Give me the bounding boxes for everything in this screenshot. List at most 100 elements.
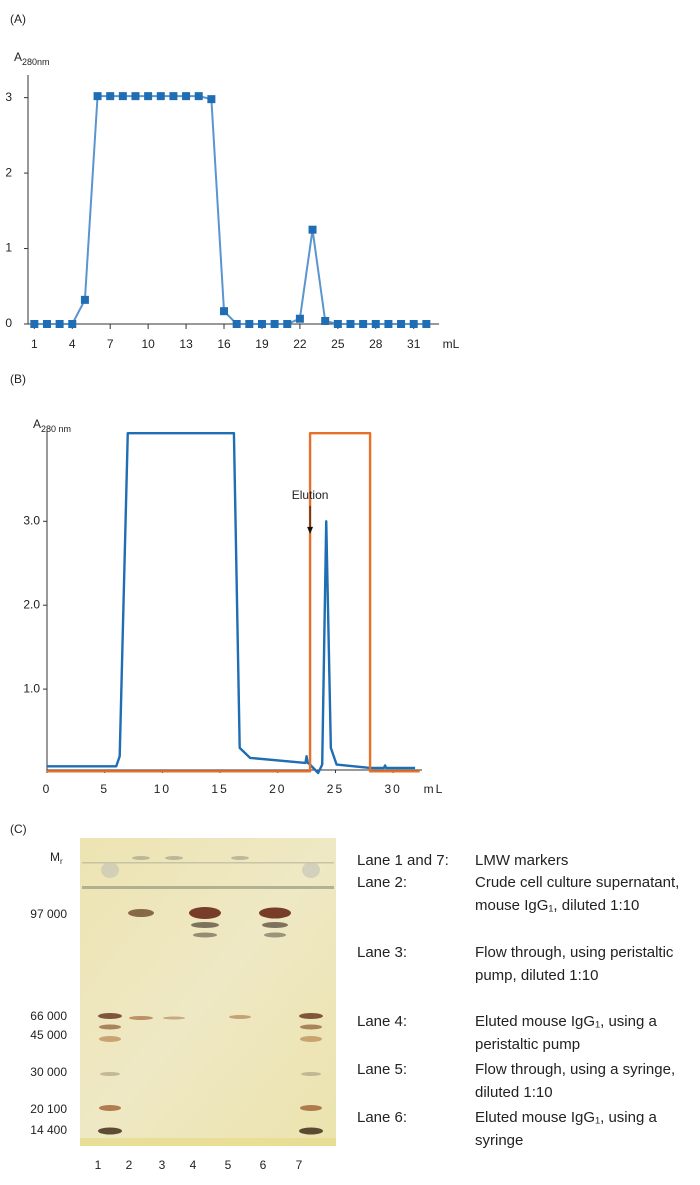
gel-y-label-main: M — [50, 850, 60, 864]
marker — [295, 314, 304, 323]
y-tick-label: 0 — [5, 316, 12, 330]
lane-label: 2 — [126, 1158, 133, 1172]
legend-row: Lane 5: Flow through, using a syringe, di… — [357, 1059, 697, 1104]
gel-band — [299, 1127, 323, 1135]
gel-band — [99, 1105, 121, 1111]
gel-band — [229, 1015, 251, 1019]
legend-lane: Lane 2: — [357, 874, 408, 891]
legend-lane: Lane 3: — [357, 944, 408, 961]
marker — [182, 92, 191, 101]
marker — [409, 320, 418, 328]
marker — [80, 295, 89, 304]
gel-band — [165, 856, 183, 860]
gel-marker-label: 30 000 — [30, 1065, 67, 1079]
y-axis-label-main: A — [14, 50, 22, 64]
marker — [42, 320, 51, 328]
marker — [30, 320, 39, 328]
y-axis-label: A280nm — [14, 50, 50, 67]
panel-label: (C) — [10, 822, 27, 836]
marker — [232, 320, 241, 328]
legend-text: Eluted mouse IgG₁, using a syringe — [475, 1109, 657, 1149]
marker — [245, 320, 254, 328]
marker — [371, 320, 380, 328]
lane-label: 7 — [296, 1158, 303, 1172]
gel-band — [101, 862, 119, 878]
lane-label: 4 — [190, 1158, 197, 1172]
marker — [283, 320, 292, 328]
gel-marker-label: 14 400 — [30, 1123, 67, 1137]
series-line — [34, 95, 427, 325]
gel-band — [262, 922, 288, 928]
marker — [346, 320, 355, 328]
x-tick-label: 22 — [293, 337, 307, 351]
panel-label: (B) — [10, 372, 26, 386]
x-tick-label: 13 — [179, 337, 193, 351]
legend-text: LMW markers — [475, 852, 569, 869]
legend-row: Lane 3: Flow through, using peristaltic p… — [357, 942, 697, 987]
gel-band — [98, 1013, 122, 1019]
x-tick-label: 0 — [43, 782, 52, 796]
x-axis-label: mL — [443, 337, 460, 351]
marker — [207, 95, 216, 104]
y-tick-label: 3 — [5, 90, 12, 104]
panel-label: (A) — [10, 12, 26, 26]
x-tick-label: 10 — [154, 782, 171, 796]
marker — [68, 320, 77, 328]
legend-row: Lane 4: Eluted mouse IgG₁, using a perist… — [357, 1011, 697, 1056]
gel-band — [99, 1036, 121, 1042]
y-axis-label: A280 nm — [33, 417, 71, 434]
gel-band — [132, 856, 150, 860]
marker — [308, 225, 317, 234]
x-tick-label: 25 — [331, 337, 345, 351]
marker — [131, 92, 140, 101]
gel-bottom — [80, 1138, 336, 1146]
lane-label: 6 — [260, 1158, 267, 1172]
gel-marker-label: 97 000 — [30, 907, 67, 921]
gel-line — [82, 886, 334, 889]
gel-marker-label: 20 100 — [30, 1102, 67, 1116]
x-tick-label: 4 — [69, 337, 76, 351]
legend-row: Lane 2: Crude cell culture supernatant, m… — [357, 872, 697, 917]
marker — [106, 92, 115, 101]
y-axis-label-sub: 280 nm — [41, 424, 71, 434]
gel-band — [191, 922, 219, 928]
x-tick-label: 10 — [141, 337, 155, 351]
marker — [194, 92, 203, 101]
marker — [257, 320, 266, 328]
marker — [333, 320, 342, 328]
gel-y-label-sub: r — [60, 857, 63, 866]
x-tick-label: 5 — [100, 782, 109, 796]
y-tick-label: 2 — [5, 165, 12, 179]
x-tick-label: 16 — [217, 337, 231, 351]
lane-label: 1 — [95, 1158, 102, 1172]
marker — [93, 92, 102, 101]
x-tick-label: 30 — [384, 782, 401, 796]
y-axis-label-sub: 280nm — [22, 57, 50, 67]
annotation: Elution — [292, 488, 329, 502]
gel-band — [300, 1036, 322, 1042]
y-tick-label: 3.0 — [23, 513, 40, 527]
lane-label: 5 — [225, 1158, 232, 1172]
gel-band — [99, 1024, 121, 1030]
gel-band — [98, 1127, 122, 1135]
legend-row: Lane 6: Eluted mouse IgG₁, using a syring… — [357, 1107, 697, 1152]
gel-band — [231, 856, 249, 860]
gel-band — [129, 1016, 153, 1020]
gel-band — [302, 862, 320, 878]
marker — [144, 92, 153, 101]
gel-line — [82, 862, 334, 864]
x-tick-label: 20 — [269, 782, 286, 796]
y-tick-label: 1.0 — [23, 681, 40, 695]
gel-band — [100, 1072, 120, 1076]
y-tick-label: 1 — [5, 241, 12, 255]
gel-band — [301, 1072, 321, 1076]
legend-lane: Lane 4: — [357, 1013, 408, 1030]
gel-band — [128, 909, 154, 917]
x-tick-label: 1 — [31, 337, 38, 351]
gel-image — [80, 838, 336, 1146]
gel-marker-label: 66 000 — [30, 1009, 67, 1023]
marker — [321, 316, 330, 325]
legend-lane: Lane 6: — [357, 1109, 408, 1126]
marker — [118, 92, 127, 101]
